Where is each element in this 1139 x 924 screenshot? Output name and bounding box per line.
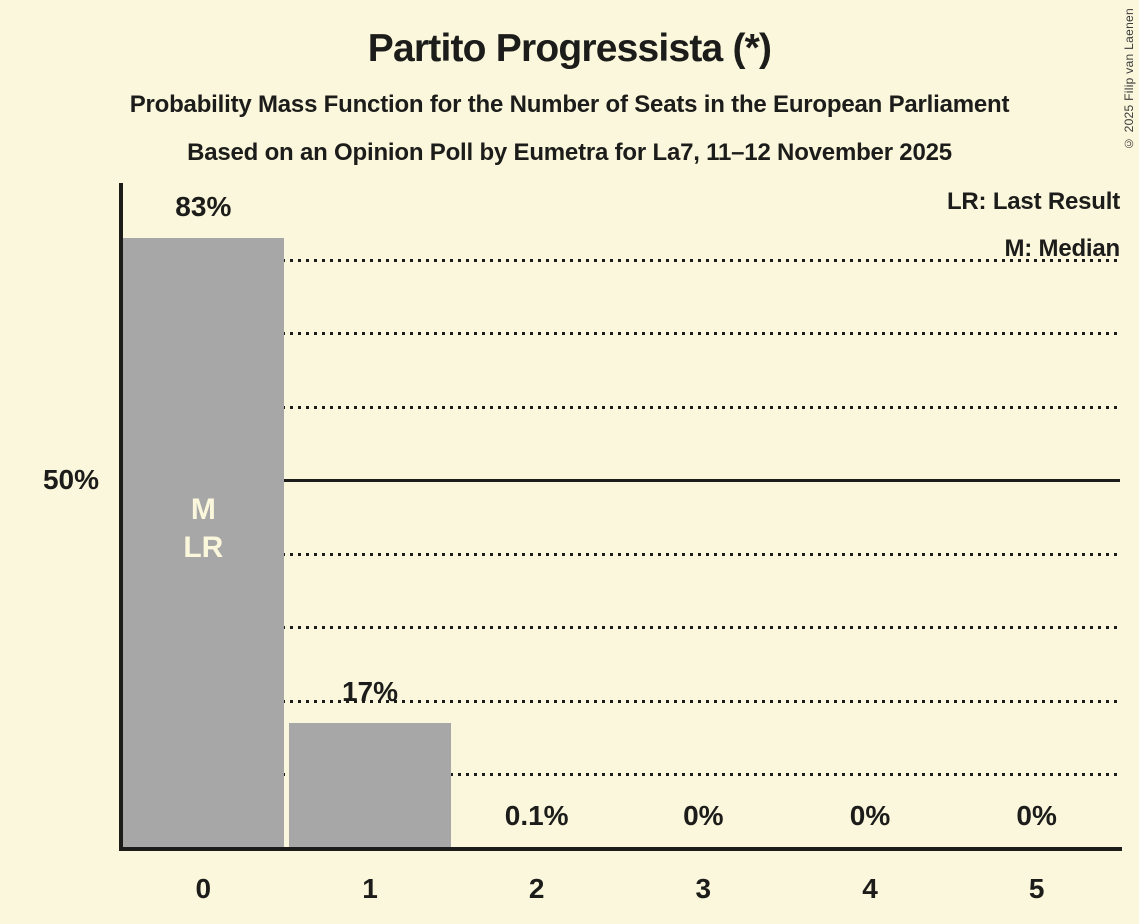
x-tick-label-2: 2: [528, 873, 545, 904]
bar-value-label-5: 0%: [1016, 800, 1057, 831]
x-tick-label-0: 0: [195, 873, 212, 904]
gridline-20pct: [122, 699, 1120, 703]
bar-value-label-0: 83%: [175, 190, 232, 222]
gridline-10pct: [122, 773, 1120, 776]
annotation-line-m: M: [190, 492, 216, 526]
gridline-70pct: [122, 332, 1120, 335]
annotation-line-lr: LR: [183, 530, 224, 564]
gridline-30pct: [122, 626, 1120, 629]
x-axis-line: [119, 847, 1122, 851]
chart-subtitle: Probability Mass Function for the Number…: [129, 91, 1010, 118]
bar-seats-1: [289, 723, 451, 848]
legend-median: M: Median: [1004, 235, 1120, 262]
bar-annotation-0: M LR: [183, 491, 223, 567]
x-tick-label-1: 1: [362, 873, 378, 904]
bar-seats-0: [122, 237, 285, 848]
bar-value-label-2: 0.1%: [504, 800, 569, 831]
gridline-50pct: [122, 479, 1120, 482]
bar-value-label-1: 17%: [341, 676, 399, 708]
poll-source-line: Based on an Opinion Poll by Eumetra for …: [187, 139, 952, 166]
y-axis-50pct-label: 50%: [42, 464, 99, 495]
page-title: Partito Progressista (*): [367, 27, 772, 70]
x-tick-label-4: 4: [862, 873, 878, 904]
y-axis-line: [119, 183, 123, 851]
gridline-60pct: [122, 405, 1120, 409]
gridline-40pct: [122, 552, 1120, 556]
bar-value-label-4: 0%: [849, 800, 891, 831]
x-tick-label-3: 3: [695, 873, 712, 904]
x-tick-label-5: 5: [1028, 873, 1045, 904]
copyright-notice: © 2025 Filip van Laenen: [1122, 8, 1136, 151]
legend-last-result: LR: Last Result: [946, 188, 1120, 215]
bar-value-label-3: 0%: [683, 800, 724, 831]
gridline-80pct: [122, 258, 1120, 262]
